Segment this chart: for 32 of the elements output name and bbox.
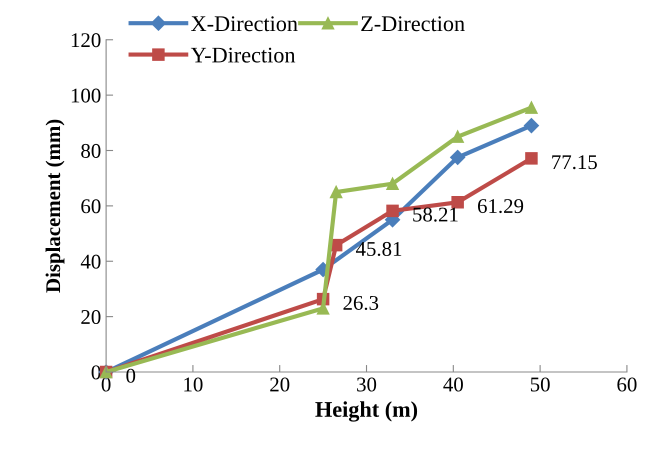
x-axis-title: Height (m) xyxy=(315,401,418,422)
point xyxy=(525,152,538,165)
point xyxy=(524,118,540,134)
point xyxy=(525,101,538,114)
data-label: 45.81 xyxy=(356,242,402,256)
point xyxy=(451,130,464,143)
point xyxy=(330,186,342,198)
data-label: 26.3 xyxy=(343,296,378,310)
legend-label: X-Direction xyxy=(191,16,298,32)
y-tick-label: 100 xyxy=(72,88,100,103)
y-tick-label: 20 xyxy=(81,310,100,324)
data-label: 77.15 xyxy=(552,155,597,170)
point xyxy=(386,177,399,190)
point xyxy=(450,150,466,165)
y-tick-label: 80 xyxy=(81,144,100,158)
x-tick-label: 20 xyxy=(270,377,290,392)
x-tick-label: 60 xyxy=(617,377,637,392)
legend-label: Y-Direction xyxy=(190,48,296,63)
point xyxy=(451,196,464,209)
x-tick-label: 30 xyxy=(357,377,376,392)
legend-label: Z-Direction xyxy=(361,16,465,32)
data-label: 61.29 xyxy=(478,199,524,214)
y-tick-label: 60 xyxy=(81,199,100,214)
x-tick-label: 50 xyxy=(530,377,550,392)
y-tick-label: 40 xyxy=(80,254,100,269)
y-axis-title: Displacement (mm) xyxy=(46,120,64,293)
data-label: 58.21 xyxy=(413,208,458,222)
point xyxy=(386,204,399,218)
x-tick-label: 10 xyxy=(184,377,203,392)
x-tick-label: 40 xyxy=(443,377,463,392)
x-tick-label: 0 xyxy=(102,377,111,392)
y-tick-label: 120 xyxy=(72,33,100,48)
